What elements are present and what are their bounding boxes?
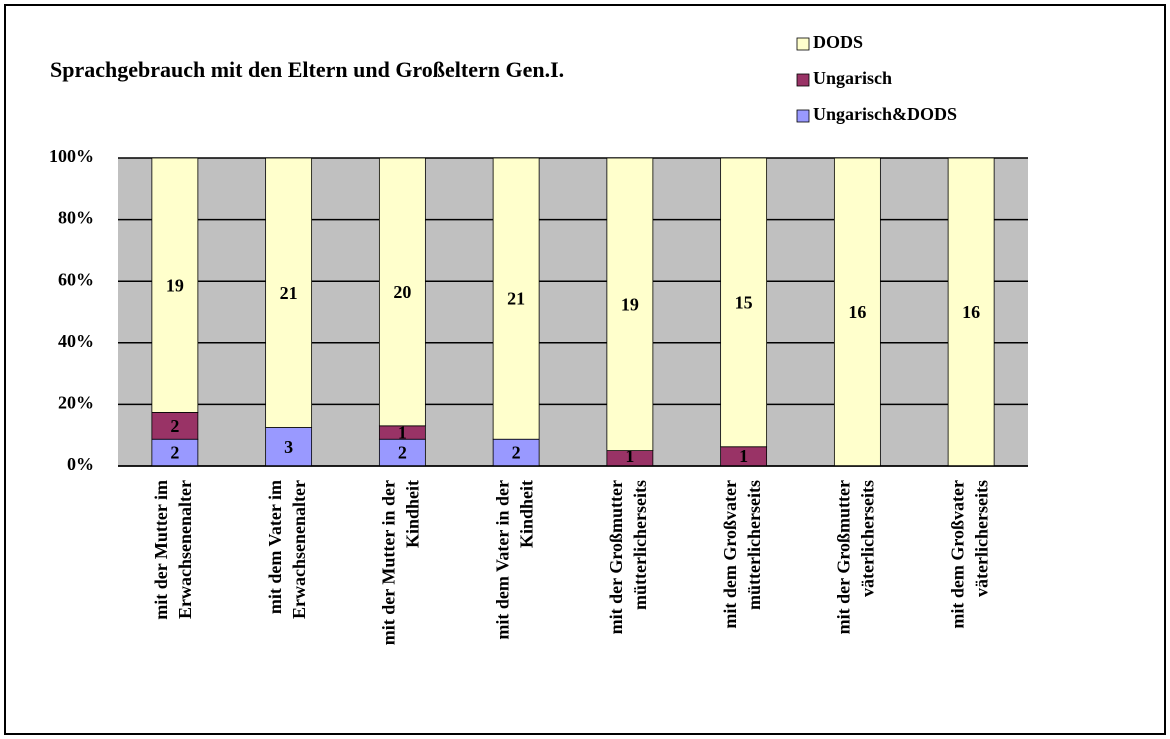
x-tick-label-line: Erwachsenenalter xyxy=(289,480,309,619)
x-tick-label-line: mit der Mutter im xyxy=(151,480,171,620)
legend-label: Ungarisch&DODS xyxy=(813,104,957,124)
x-tick-label: mit der Mutter im Erwachsenenalter xyxy=(151,480,195,620)
bar-segment xyxy=(492,157,540,440)
y-tick-label: 80% xyxy=(58,208,94,228)
data-label: 2 xyxy=(398,443,407,463)
data-label: 1 xyxy=(625,446,634,466)
x-tick-label: mit der Großmutter mütterlicherseits xyxy=(606,480,650,634)
x-tick-label-line: mütterlicherseits xyxy=(630,480,650,610)
data-label: 2 xyxy=(512,443,521,463)
bar-segment xyxy=(492,438,540,467)
bar-segment xyxy=(151,438,199,467)
x-tick-label-line: mit dem Vater in der xyxy=(492,480,512,640)
data-label: 16 xyxy=(962,302,980,322)
legend-swatch xyxy=(796,109,810,123)
legend-label: DODS xyxy=(813,32,863,52)
y-tick-label: 60% xyxy=(58,269,94,289)
plot-background xyxy=(118,158,1028,466)
bar-segment xyxy=(833,157,881,467)
x-tick-label: mit der Großmutter väterlicherseits xyxy=(834,480,878,634)
y-tick-label: 100% xyxy=(49,146,94,166)
bar-segment xyxy=(720,157,768,448)
x-tick-label-line: mit dem Vater im xyxy=(265,480,285,614)
x-tick-label-line: mit dem Großvater xyxy=(947,480,967,629)
bar-segment xyxy=(265,157,313,428)
legend-label: Ungarisch xyxy=(813,68,892,88)
x-tick-label-line: mit der Mutter in der xyxy=(379,480,399,645)
data-label: 1 xyxy=(398,423,407,443)
data-label: 19 xyxy=(166,275,184,295)
bar-segment xyxy=(151,157,199,413)
x-tick-label: mit der Mutter in der Kindheit xyxy=(379,480,423,645)
y-tick-label: 20% xyxy=(58,393,94,413)
data-label: 15 xyxy=(735,293,753,313)
x-tick-label: mit dem Großvater mütterlicherseits xyxy=(720,480,764,629)
data-label: 2 xyxy=(170,443,179,463)
x-tick-label-line: Erwachsenenalter xyxy=(175,480,195,619)
bar-segment xyxy=(378,438,426,467)
x-tick-label: mit dem Vater im Erwachsenenalter xyxy=(265,480,309,619)
bar-segment xyxy=(151,412,199,440)
data-label: 2 xyxy=(170,416,179,436)
data-label: 20 xyxy=(393,282,411,302)
y-tick-label: 0% xyxy=(67,454,94,474)
x-tick-label-line: mütterlicherseits xyxy=(744,480,764,610)
x-tick-label-line: mit der Großmutter xyxy=(606,480,626,634)
bar-segment xyxy=(606,157,654,452)
data-label: 19 xyxy=(621,294,639,314)
x-tick-label-line: mit dem Großvater xyxy=(720,480,740,629)
x-tick-label-line: mit der Großmutter xyxy=(834,480,854,634)
bar-segment xyxy=(947,157,995,467)
legend-swatch xyxy=(796,37,810,51)
y-tick-label: 40% xyxy=(58,331,94,351)
bar-segment xyxy=(378,157,426,427)
x-tick-label-line: väterlicherseits xyxy=(971,480,991,597)
x-tick-label: mit dem Großvater väterlicherseits xyxy=(947,480,991,629)
data-label: 21 xyxy=(507,289,525,309)
legend-swatch xyxy=(796,73,810,87)
data-label: 16 xyxy=(848,302,866,322)
data-label: 21 xyxy=(280,283,298,303)
x-tick-label: mit dem Vater in der Kindheit xyxy=(492,480,536,640)
x-tick-label-line: väterlicherseits xyxy=(858,480,878,597)
chart-title: Sprachgebrauch mit den Eltern und Großel… xyxy=(50,57,564,82)
data-label: 1 xyxy=(739,446,748,466)
x-tick-label-line: Kindheit xyxy=(403,480,423,548)
data-label: 3 xyxy=(284,437,293,457)
x-tick-label-line: Kindheit xyxy=(516,480,536,548)
